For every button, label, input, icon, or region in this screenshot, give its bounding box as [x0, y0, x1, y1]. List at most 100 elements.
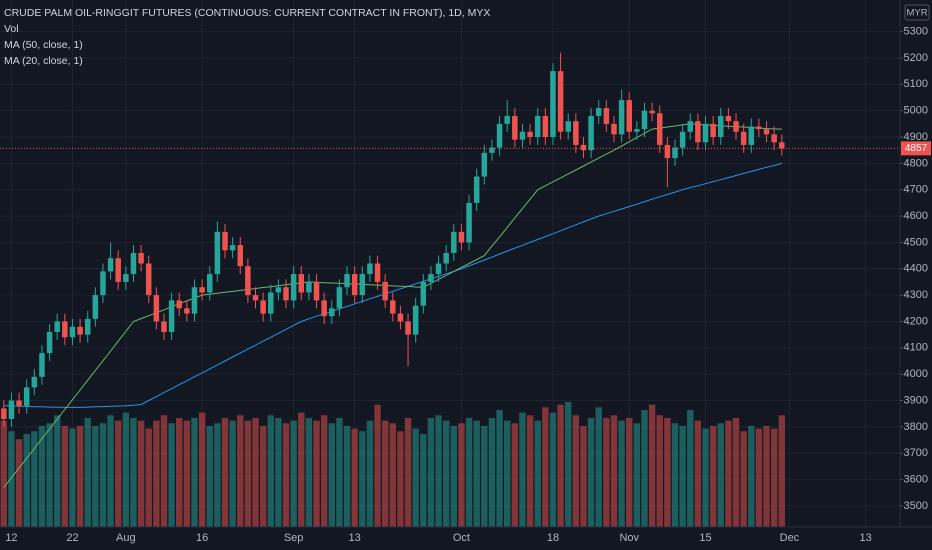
candle-layer [1, 52, 785, 427]
volume-bar [565, 402, 572, 527]
candle-body [351, 274, 358, 296]
volume-bar [511, 423, 519, 527]
candle-body [359, 274, 366, 296]
candle-body [321, 300, 327, 317]
candle-body [382, 281, 388, 301]
volume-bar [389, 423, 396, 527]
volume-bar [328, 423, 335, 527]
volume-bar [740, 431, 747, 527]
ma-line [3, 123, 782, 488]
candle-body [367, 263, 373, 275]
candle-body [611, 123, 617, 135]
candle-body [8, 400, 15, 419]
candle-body [542, 115, 549, 138]
candle-body [679, 131, 686, 148]
candle-body [405, 321, 411, 335]
volume-bar [366, 420, 374, 527]
x-tick-label: 18 [547, 532, 559, 544]
candle-body [252, 295, 259, 301]
candle-body [595, 108, 602, 116]
volume-bar [679, 425, 686, 527]
candle-body [306, 281, 312, 293]
volume-bar [709, 425, 717, 527]
currency-box[interactable] [904, 4, 930, 21]
candle-body [260, 300, 266, 314]
volume-bar [420, 433, 427, 527]
volume-bar [557, 404, 564, 527]
volume-bar [526, 415, 534, 527]
candle-body [748, 126, 755, 145]
candle-body [649, 110, 655, 114]
volume-bar [359, 431, 366, 527]
volume-bar [92, 425, 99, 527]
x-tick-label: Oct [453, 532, 470, 544]
y-tick-label: 5000 [904, 105, 928, 117]
currency[interactable]: MYR [906, 8, 927, 19]
legend-volume: Vol [4, 23, 19, 35]
chart-title: CRUDE PALM OIL-RINGGIT FUTURES (CONTINUO… [4, 7, 490, 19]
candle-body [344, 274, 350, 288]
x-tick-label: Sep [284, 532, 304, 544]
candle-body [580, 144, 587, 151]
y-tick-label: 3700 [904, 447, 928, 459]
y-tick-label: 5300 [904, 26, 928, 38]
volume-bar [656, 415, 663, 527]
volume-bar [176, 417, 183, 527]
legend-ma20: MA (20, close, 1) [4, 55, 83, 67]
volume-bar [336, 417, 343, 527]
candle-body [62, 321, 68, 338]
last-price-label: 4857 [905, 143, 928, 154]
candle-body [702, 123, 709, 143]
volume-bar [374, 404, 381, 527]
candle-body [92, 295, 99, 319]
volume-bar [717, 423, 724, 527]
volume-bar [488, 417, 496, 527]
candle-body [168, 300, 175, 333]
candle-body [740, 131, 747, 145]
volume-bar [687, 409, 694, 527]
volume-bar [259, 425, 267, 527]
candle-body [298, 274, 305, 293]
volume-bar [397, 431, 404, 527]
x-tick-label: 16 [196, 532, 208, 544]
volume-bar [115, 420, 122, 527]
volume-bar [206, 425, 213, 527]
candle-body [237, 245, 243, 267]
candle-body [489, 147, 495, 153]
legend-ma50: MA (50, close, 1) [4, 39, 83, 51]
candle-body [550, 71, 556, 138]
volume-bar [748, 425, 755, 527]
candle-body [1, 408, 7, 419]
candle-body [39, 353, 45, 377]
candle-body [123, 274, 129, 282]
candle-body [534, 115, 541, 138]
volume-bar [0, 420, 8, 527]
volume-bar [76, 425, 84, 527]
volume-bar [160, 415, 168, 527]
volume-bar [473, 420, 480, 527]
candle-body [519, 131, 526, 140]
candle-body [329, 308, 335, 317]
candle-body [458, 231, 465, 243]
volume-bar [145, 428, 152, 527]
volume-bar [191, 417, 198, 527]
volume-bar [763, 425, 770, 527]
y-tick-label: 4200 [904, 315, 928, 327]
candle-body [374, 263, 381, 282]
volume-bar [229, 420, 236, 527]
candle-body [626, 100, 632, 132]
volume-bar [458, 423, 465, 527]
volume-bar [481, 425, 488, 527]
volume-bar [549, 412, 557, 527]
volume-layer [0, 402, 785, 527]
x-tick-label: 15 [699, 532, 711, 544]
candle-body [687, 121, 693, 132]
volume-bar [572, 415, 580, 527]
y-tick-label: 4700 [904, 184, 928, 196]
volume-bar [282, 423, 290, 527]
candle-body [390, 300, 396, 314]
volume-bar [252, 417, 259, 527]
volume-bar [671, 423, 679, 527]
candle-body [771, 134, 777, 143]
volume-bar [237, 415, 244, 527]
